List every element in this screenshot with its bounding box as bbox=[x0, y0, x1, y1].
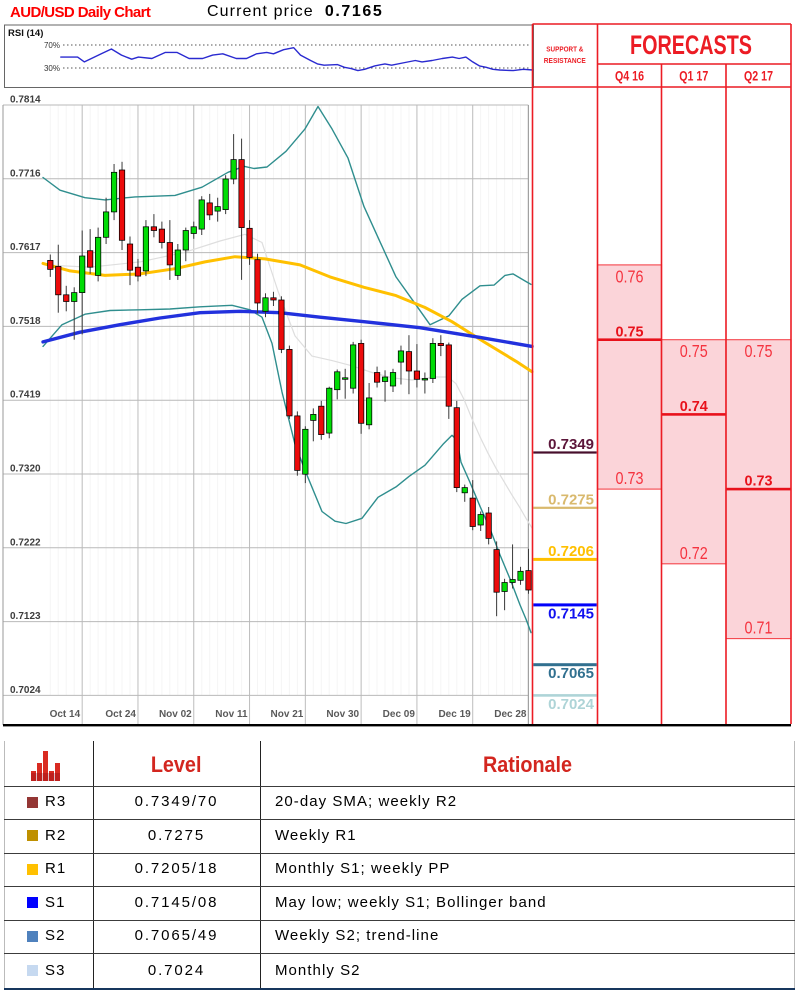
svg-text:30%: 30% bbox=[44, 64, 60, 73]
svg-text:Dec 09: Dec 09 bbox=[383, 709, 416, 720]
svg-text:0.73: 0.73 bbox=[616, 468, 644, 488]
svg-text:Q1 17: Q1 17 bbox=[679, 68, 708, 84]
svg-text:0.74: 0.74 bbox=[680, 398, 709, 415]
svg-text:0.72: 0.72 bbox=[680, 543, 708, 563]
svg-text:Nov 30: Nov 30 bbox=[326, 709, 359, 720]
svg-text:Nov 02: Nov 02 bbox=[159, 709, 192, 720]
svg-text:0.7065: 0.7065 bbox=[548, 665, 594, 682]
svg-text:Nov 11: Nov 11 bbox=[215, 709, 248, 720]
svg-text:0.75: 0.75 bbox=[680, 341, 708, 361]
svg-text:Q2 17: Q2 17 bbox=[744, 68, 773, 84]
svg-text:0.71: 0.71 bbox=[745, 618, 773, 638]
svg-text:0.7145: 0.7145 bbox=[548, 605, 594, 622]
svg-text:0.73: 0.73 bbox=[745, 473, 773, 490]
svg-text:SUPPORT &: SUPPORT & bbox=[546, 47, 583, 54]
svg-text:0.7320: 0.7320 bbox=[10, 464, 41, 475]
svg-text:0.76: 0.76 bbox=[616, 266, 644, 286]
svg-text:Nov 21: Nov 21 bbox=[271, 709, 304, 720]
svg-text:RSI (14): RSI (14) bbox=[8, 28, 43, 39]
svg-text:0.7123: 0.7123 bbox=[10, 611, 41, 622]
svg-text:0.7617: 0.7617 bbox=[10, 242, 41, 253]
svg-text:0.7349: 0.7349 bbox=[548, 436, 594, 453]
svg-text:0.7814: 0.7814 bbox=[10, 95, 41, 106]
svg-text:0.7222: 0.7222 bbox=[10, 537, 41, 548]
svg-text:0.7024: 0.7024 bbox=[10, 685, 41, 696]
svg-text:Dec 28: Dec 28 bbox=[494, 709, 527, 720]
svg-text:FORECASTS: FORECASTS bbox=[630, 30, 752, 60]
svg-text:RESISTANCE: RESISTANCE bbox=[544, 58, 586, 65]
svg-text:0.7518: 0.7518 bbox=[10, 316, 41, 327]
svg-text:0.7419: 0.7419 bbox=[10, 390, 41, 401]
svg-text:0.75: 0.75 bbox=[616, 323, 644, 340]
svg-text:0.7716: 0.7716 bbox=[10, 168, 41, 179]
svg-text:0.7206: 0.7206 bbox=[548, 543, 594, 560]
svg-text:Oct 14: Oct 14 bbox=[50, 709, 81, 720]
svg-text:70%: 70% bbox=[44, 41, 60, 50]
svg-text:Q4 16: Q4 16 bbox=[615, 68, 644, 84]
svg-text:0.75: 0.75 bbox=[745, 341, 773, 361]
svg-text:0.7024: 0.7024 bbox=[548, 696, 595, 713]
svg-text:Dec 19: Dec 19 bbox=[438, 709, 471, 720]
svg-text:0.7275: 0.7275 bbox=[548, 491, 594, 508]
svg-text:Oct 24: Oct 24 bbox=[105, 709, 136, 720]
